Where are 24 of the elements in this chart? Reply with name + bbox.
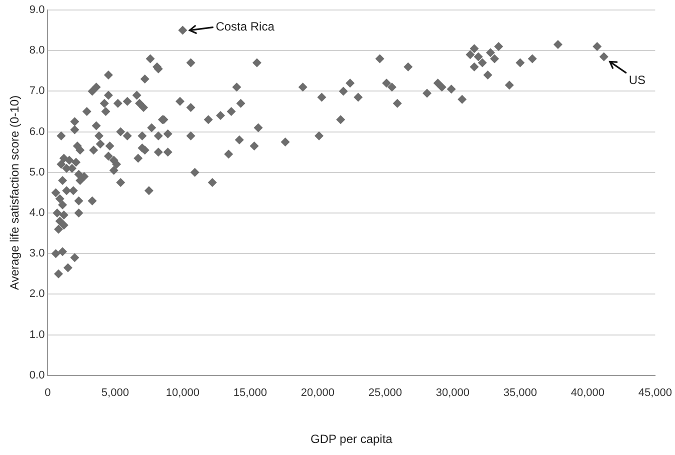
y-axis-title: Average life satisfaction score (0-10) bbox=[8, 95, 22, 290]
y-tick-label: 0.0 bbox=[29, 369, 45, 382]
x-tick-label: 40,000 bbox=[570, 387, 605, 400]
y-tick-label: 8.0 bbox=[29, 44, 45, 57]
x-tick-label: 20,000 bbox=[300, 387, 335, 400]
y-tick-label: 6.0 bbox=[29, 126, 45, 138]
x-tick-label: 30,000 bbox=[436, 387, 470, 400]
x-tick-label: 15,000 bbox=[233, 387, 268, 400]
y-tick-label: 5.0 bbox=[29, 166, 45, 178]
y-tick-label: 9.0 bbox=[29, 4, 45, 16]
y-tick-label: 3.0 bbox=[29, 248, 45, 260]
y-tick-label: 1.0 bbox=[29, 328, 45, 341]
x-tick-label: 25,000 bbox=[368, 387, 402, 400]
annotation: Costa Rica bbox=[216, 20, 275, 34]
x-tick-label: 45,000 bbox=[638, 387, 672, 400]
x-tick-label: 10,000 bbox=[166, 387, 200, 400]
annotation: US bbox=[628, 73, 646, 88]
x-axis-title: GDP per capita bbox=[310, 432, 393, 446]
x-tick-label: 35,000 bbox=[503, 387, 538, 400]
x-tick-label: 0 bbox=[44, 387, 51, 400]
y-tick-label: 2.0 bbox=[29, 288, 45, 300]
y-tick-label: 7.0 bbox=[29, 85, 45, 98]
y-tick-label: 4.0 bbox=[29, 207, 45, 220]
x-tick-label: 5,000 bbox=[101, 387, 129, 400]
